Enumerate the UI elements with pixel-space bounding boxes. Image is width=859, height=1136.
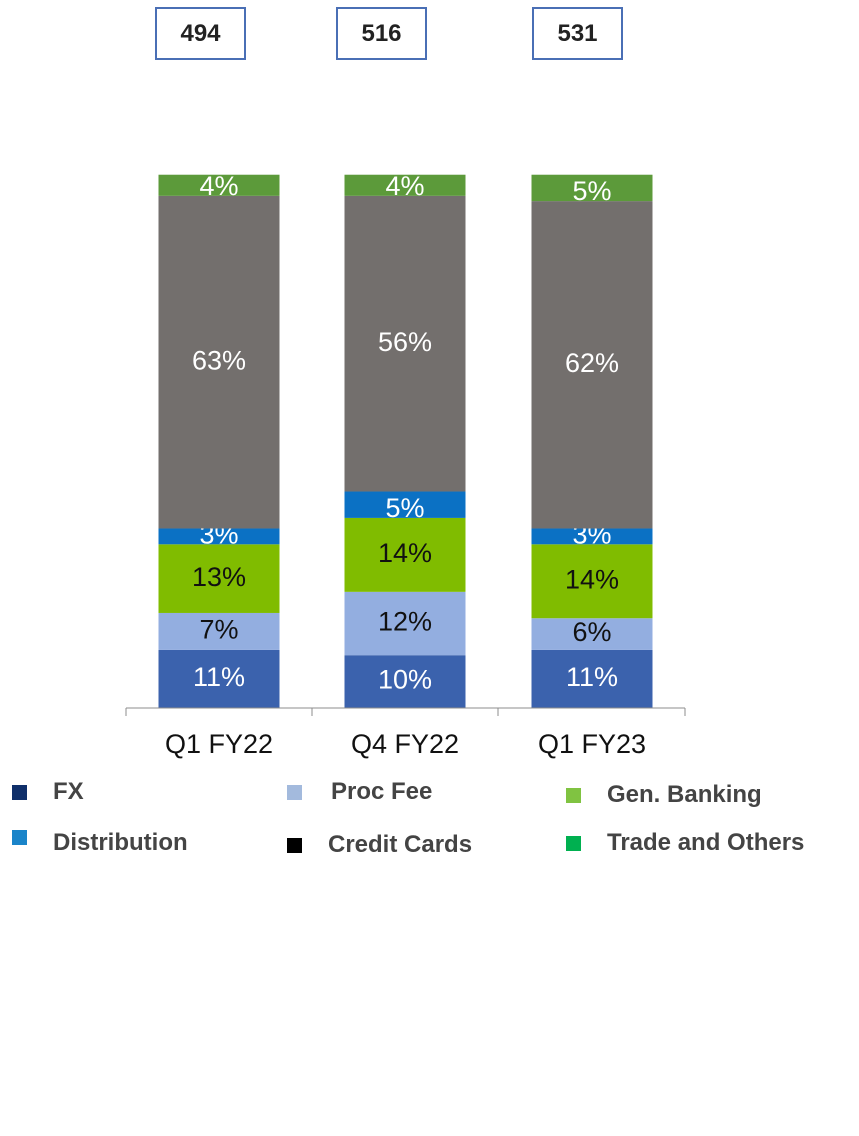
segment-label: 14% [378,538,432,568]
legend-item-gen-banking: Gen. Banking [566,781,762,809]
bar-segment [344,591,466,656]
legend-label: FX [53,778,84,805]
total-value: 531 [557,19,598,47]
legend-item-trade-and-others: Trade and Others [566,829,804,857]
bar-segment [531,544,653,619]
legend-label: Gen. Banking [607,781,762,808]
total-box-q1-fy22: 494 [155,7,246,60]
legend-item-distribution: Distribution [12,829,188,857]
total-value: 494 [180,19,221,47]
segment-label: 6% [572,617,611,647]
bar-segment [158,528,280,545]
segment-label: 4% [385,171,424,201]
legend-swatch [566,835,581,851]
bar-segment [344,174,466,196]
bar-segment [158,174,280,196]
legend-swatch [12,784,27,800]
bar-segment [344,517,466,592]
segment-label: 12% [378,607,432,637]
legend-label: Credit Cards [328,831,473,858]
segment-label: 11% [193,662,245,692]
legend-label: Distribution [53,829,188,856]
bar-segment [344,195,466,492]
bar-segment [531,649,653,708]
legend-label: Trade and Others [607,829,805,856]
x-tick-label: Q4 FY22 [351,729,459,759]
segment-label: 11% [566,662,618,692]
legend-swatch [12,829,27,845]
legend-item-credit-cards: Credit Cards [287,831,472,859]
bar-segment [158,195,280,529]
bar-segment [531,528,653,545]
bar-segment [158,649,280,708]
bar-segment [531,174,653,202]
segment-label: 56% [378,327,432,357]
bar-segment [158,544,280,613]
segment-label: 5% [572,176,611,206]
segment-label: 7% [199,615,238,645]
bar-segment [158,612,280,650]
legend-swatch [287,784,302,800]
legend-item-fx: FX [12,778,84,806]
segment-label: 14% [565,564,619,594]
legend-label: Proc Fee [331,778,433,805]
x-tick-label: Q1 FY22 [165,729,273,759]
segment-label: 13% [192,562,246,592]
total-box-q1-fy23: 531 [532,7,623,60]
bar-segment [344,491,466,518]
segment-label: 5% [385,493,424,523]
legend-item-proc-fee: Proc Fee [287,778,432,806]
bar-segment [531,618,653,650]
bar-segment [531,201,653,529]
total-value: 516 [361,19,402,47]
segment-label: 4% [199,171,238,201]
legend-swatch [566,787,581,803]
stacked-bar-chart: 11%7%13%3%63%4%10%12%14%5%56%4%11%6%14%3… [125,171,686,759]
x-tick-label: Q1 FY23 [538,729,646,759]
segment-label: 63% [192,345,246,375]
total-box-q4-fy22: 516 [336,7,427,60]
segment-label: 62% [565,348,619,378]
segment-label: 10% [378,665,432,695]
bar-segment [344,655,466,708]
legend-swatch [287,837,302,853]
